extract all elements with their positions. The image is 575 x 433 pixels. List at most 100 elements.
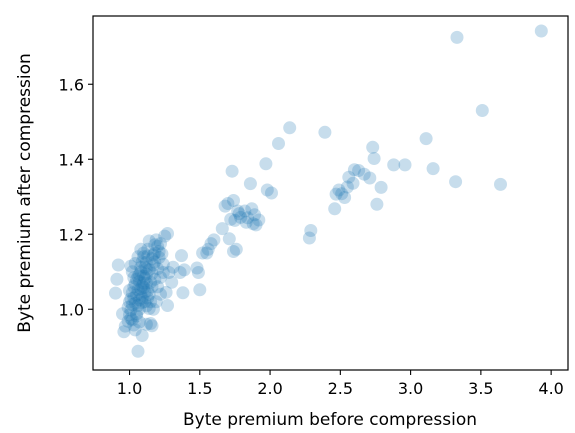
data-point (134, 282, 148, 296)
data-point (128, 257, 142, 270)
data-point (134, 242, 148, 256)
data-point (176, 286, 190, 300)
data-point (135, 279, 149, 293)
data-point (125, 313, 139, 327)
data-point (135, 296, 149, 309)
data-point (475, 104, 489, 117)
data-point (135, 329, 149, 342)
data-point (145, 267, 159, 281)
data-point (117, 325, 131, 339)
data-point (131, 269, 145, 283)
data-point (318, 125, 332, 139)
data-point (116, 307, 129, 321)
data-point (335, 187, 349, 201)
data-point (142, 234, 156, 248)
data-point (142, 287, 156, 301)
data-point (121, 314, 135, 328)
data-point (111, 258, 125, 272)
data-point (138, 295, 152, 309)
data-point (304, 224, 318, 237)
data-point (131, 283, 145, 297)
data-point (215, 222, 229, 236)
data-point (131, 250, 145, 264)
data-point (109, 286, 122, 300)
data-point (151, 239, 165, 253)
data-point (243, 177, 257, 191)
x-tick-label: 1.0 (117, 379, 142, 398)
data-point (234, 210, 248, 224)
data-point (132, 293, 146, 307)
data-point (139, 299, 153, 313)
data-point (218, 199, 232, 213)
data-point (239, 215, 253, 229)
data-point (229, 242, 243, 256)
data-point (177, 263, 191, 277)
data-point (154, 287, 167, 301)
points-layer (109, 24, 548, 358)
data-point (173, 266, 187, 279)
x-tick-label: 1.5 (187, 379, 212, 398)
x-tick-label: 4.0 (538, 379, 563, 398)
data-point (139, 262, 153, 276)
data-point (426, 162, 440, 176)
data-point (137, 276, 151, 290)
data-point (139, 267, 153, 281)
data-point (346, 176, 360, 190)
data-point (387, 158, 401, 172)
data-point (347, 163, 361, 177)
data-point (366, 140, 380, 154)
data-point (138, 285, 152, 299)
x-tick-label: 2.0 (257, 379, 282, 398)
y-tick-label: 1.0 (59, 300, 84, 319)
y-axis-label: Byte premium after compression (15, 53, 35, 333)
data-point (156, 266, 170, 279)
data-point (204, 237, 218, 251)
data-point (191, 266, 205, 279)
data-point (246, 217, 260, 231)
data-point (151, 262, 165, 276)
data-point (252, 213, 266, 227)
data-point (137, 250, 151, 264)
data-point (130, 309, 144, 323)
data-point (128, 323, 142, 337)
data-point (158, 229, 172, 243)
data-point (125, 265, 139, 279)
data-point (175, 249, 188, 263)
data-point (134, 287, 148, 301)
data-point (124, 292, 138, 306)
data-point (340, 180, 354, 194)
data-point (222, 232, 236, 246)
data-point (144, 295, 158, 309)
data-point (352, 164, 366, 177)
data-point (245, 202, 259, 216)
data-point (154, 237, 167, 251)
data-point (148, 238, 162, 252)
data-point (141, 291, 155, 305)
data-point (135, 255, 149, 269)
data-point (363, 171, 377, 185)
data-point (227, 245, 240, 258)
data-point (146, 302, 160, 316)
data-point (144, 275, 158, 289)
data-point (125, 298, 139, 312)
data-point (449, 175, 463, 189)
data-point (149, 233, 163, 247)
data-point (152, 251, 166, 264)
data-point (151, 280, 165, 294)
data-point (227, 194, 240, 207)
data-point (328, 202, 342, 216)
data-point (145, 252, 159, 266)
data-point (138, 272, 152, 285)
data-point (260, 183, 274, 197)
x-tick-label: 2.5 (328, 379, 353, 398)
data-point (419, 132, 433, 146)
data-point (132, 315, 146, 329)
data-point (142, 263, 156, 277)
data-point (162, 266, 176, 279)
data-point (127, 318, 141, 332)
data-point (131, 299, 145, 312)
data-point (248, 208, 262, 222)
data-point (123, 308, 136, 322)
data-point (127, 280, 141, 294)
data-point (130, 307, 144, 321)
